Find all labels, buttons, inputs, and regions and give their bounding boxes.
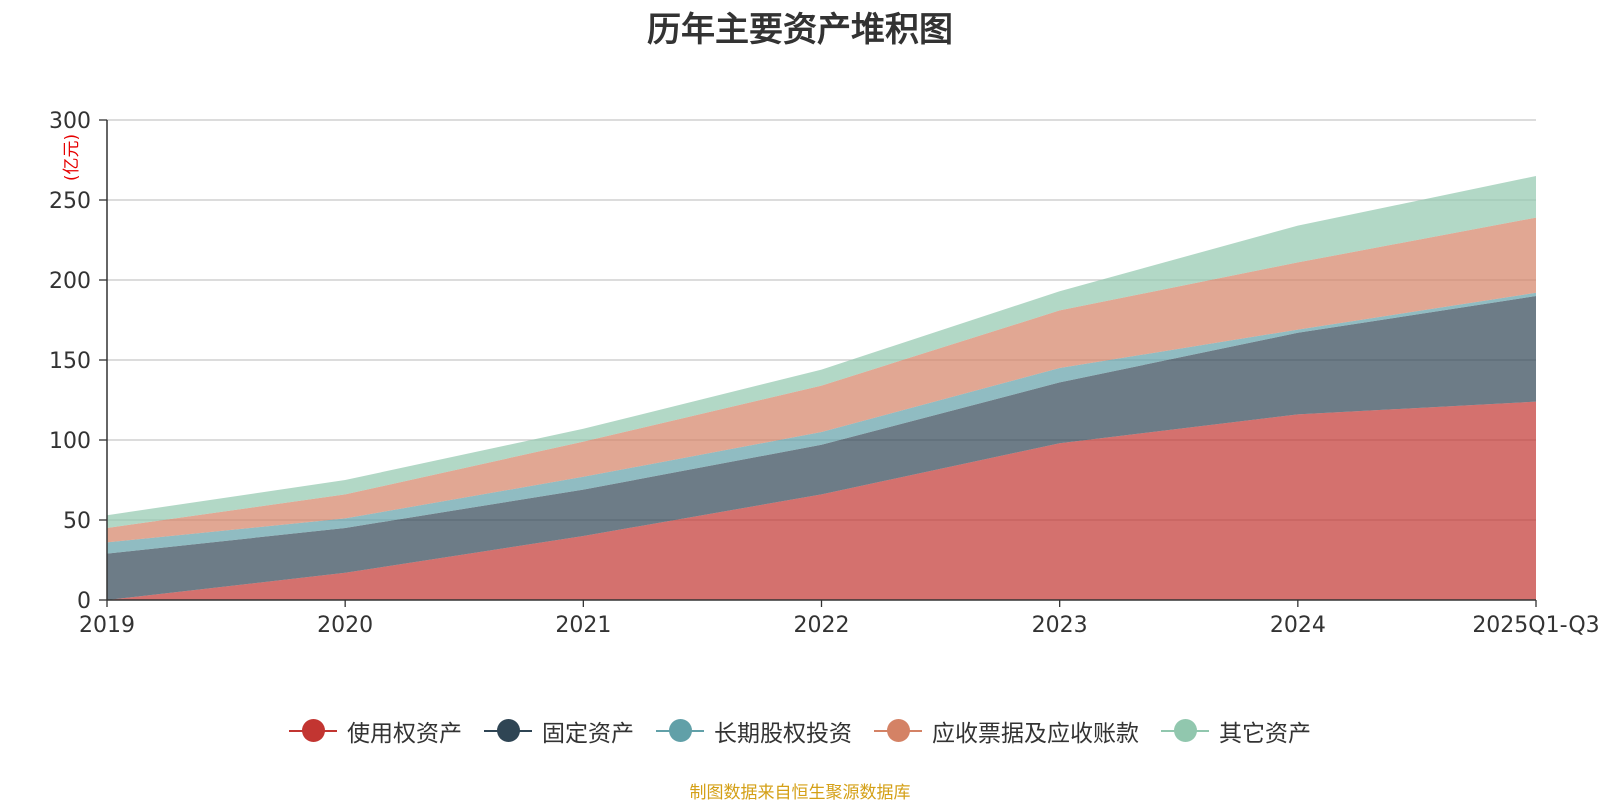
legend-item-receivables[interactable]: 应收票据及应收账款 bbox=[874, 714, 1139, 748]
x-tick-label: 2021 bbox=[555, 613, 611, 638]
area-series-3 bbox=[107, 217, 1536, 543]
x-tick-label: 2022 bbox=[794, 613, 850, 638]
legend-marker-icon bbox=[656, 718, 704, 744]
y-tick-label: 250 bbox=[49, 189, 91, 214]
y-tick-label: 150 bbox=[49, 349, 91, 374]
x-tick-label: 2023 bbox=[1032, 613, 1088, 638]
y-tick-label: 100 bbox=[49, 429, 91, 454]
legend-marker-icon bbox=[1161, 718, 1209, 744]
y-tick-label: 300 bbox=[49, 109, 91, 134]
legend-label: 应收票据及应收账款 bbox=[932, 721, 1139, 747]
y-axis-unit-label: (亿元) bbox=[62, 133, 83, 182]
legend-item-fixed-assets[interactable]: 固定资产 bbox=[484, 714, 634, 748]
x-tick-label: 2020 bbox=[317, 613, 373, 638]
legend: 使用权资产 固定资产 长期股权投资 应收票据及应收账款 其它资产 bbox=[0, 714, 1600, 748]
legend-item-other-assets[interactable]: 其它资产 bbox=[1161, 714, 1311, 748]
x-tick-label: 2019 bbox=[79, 613, 135, 638]
area-series-4 bbox=[107, 176, 1536, 528]
axes: 0 50 100 150 200 250 300 2019 2020 2021 2022 2023 20… bbox=[49, 109, 1600, 638]
legend-label: 固定资产 bbox=[542, 721, 634, 747]
legend-item-right-of-use-assets[interactable]: 使用权资产 bbox=[289, 714, 462, 748]
legend-label: 使用权资产 bbox=[347, 721, 462, 747]
y-tick-label: 200 bbox=[49, 269, 91, 294]
x-tick-label: 2024 bbox=[1270, 613, 1326, 638]
legend-marker-icon bbox=[484, 718, 532, 744]
legend-marker-icon bbox=[289, 718, 337, 744]
area-series-0 bbox=[107, 401, 1536, 600]
area-series-1 bbox=[107, 296, 1536, 600]
y-tick-label: 0 bbox=[77, 589, 91, 614]
y-tick-label: 50 bbox=[63, 509, 91, 534]
legend-marker-icon bbox=[874, 718, 922, 744]
x-tick-label: 2025Q1-Q3 bbox=[1472, 613, 1599, 638]
legend-label: 其它资产 bbox=[1219, 721, 1311, 747]
legend-label: 长期股权投资 bbox=[714, 721, 852, 747]
chart-title: 历年主要资产堆积图 bbox=[647, 10, 953, 50]
area-series bbox=[107, 176, 1536, 600]
data-source-note: 制图数据来自恒生聚源数据库 bbox=[689, 783, 911, 803]
legend-item-long-term-equity-investment[interactable]: 长期股权投资 bbox=[656, 714, 852, 748]
